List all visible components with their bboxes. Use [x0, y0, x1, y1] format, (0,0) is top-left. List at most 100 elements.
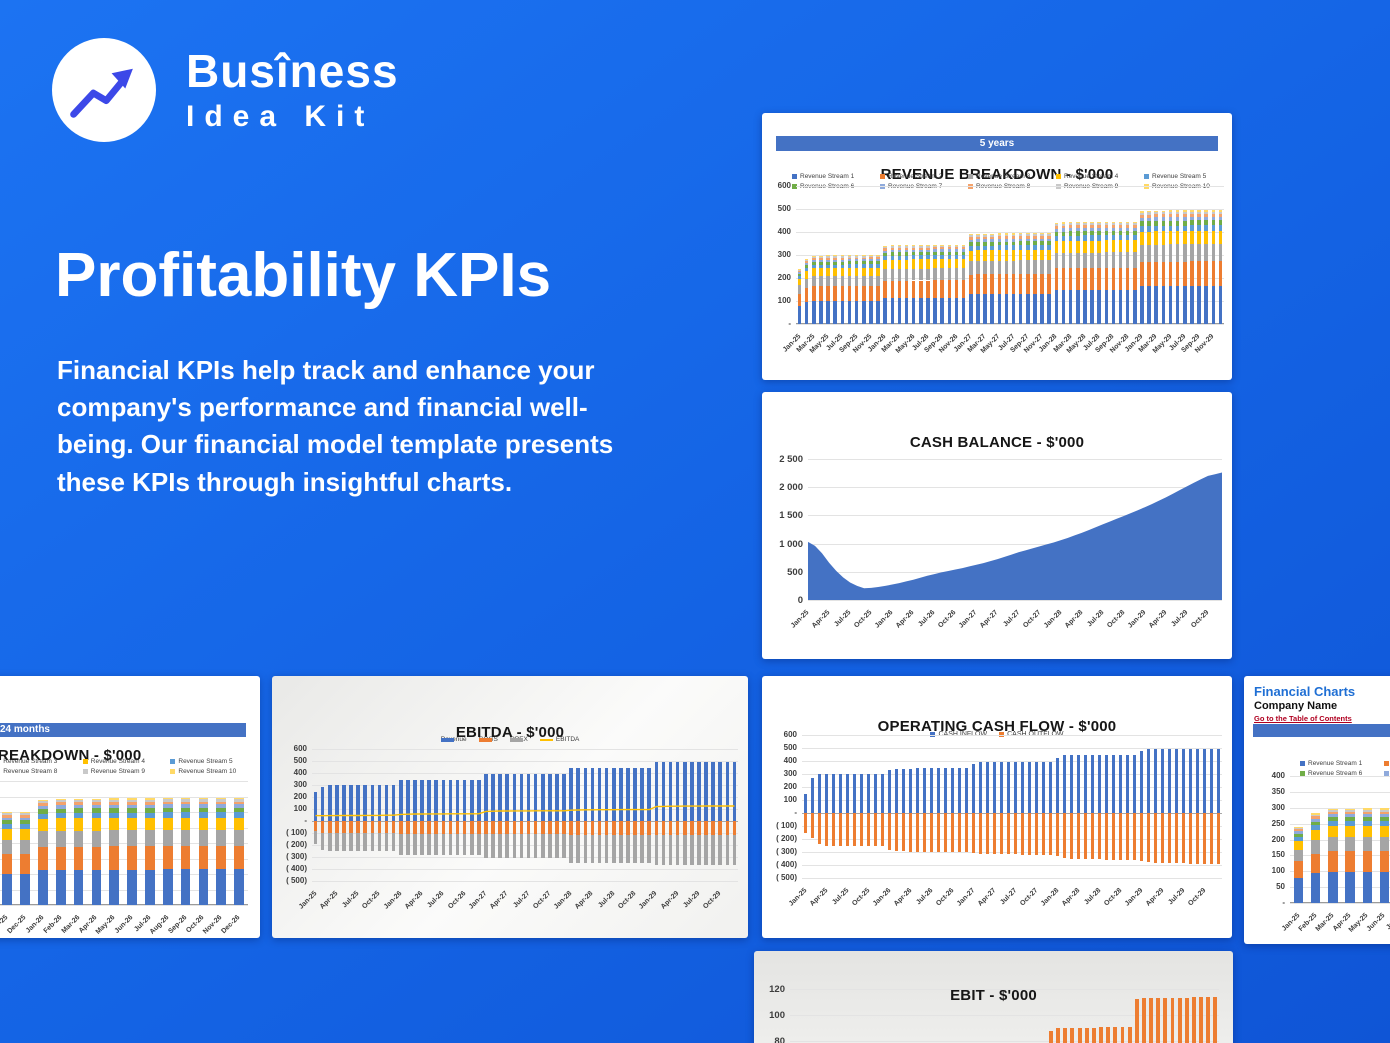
plot-area: 120 100 80: [769, 984, 1219, 1043]
stacked-bar-segment: [833, 276, 837, 287]
stacked-bar-segment: [1090, 221, 1094, 224]
stacked-bar-segment: [826, 268, 830, 277]
stacked-bar-segment: [919, 280, 923, 298]
financial-charts-card: Financial Charts Company Name Go to the …: [1244, 676, 1390, 944]
series-bar: [548, 821, 552, 835]
plot-area: 2 500 2 000 1 500 1 000 500 0 Jan-25 Apr-25 Jul-…: [779, 454, 1222, 630]
series-bar: [477, 821, 481, 834]
stacked-bar-segment: [833, 268, 837, 277]
stacked-bar-segment: [911, 297, 916, 324]
stacked-bar-segment: [983, 260, 987, 275]
stacked-bar-segment: [833, 264, 837, 268]
gridline: [312, 845, 738, 846]
stacked-bar-segment: [1311, 814, 1321, 817]
stacked-bar-segment: [997, 238, 1002, 242]
x-axis-line: [796, 323, 1224, 324]
stacked-bar-segment: [1040, 236, 1044, 239]
stacked-bar-segment: [904, 249, 909, 253]
stacked-bar-segment: [911, 255, 916, 260]
stacked-bar-segment: [876, 301, 880, 324]
legend-item: Revenue Stream 6: [1294, 770, 1378, 777]
gridline: [802, 774, 1222, 775]
stacked-bar-segment: [1033, 274, 1037, 294]
legend-marker: [82, 759, 88, 764]
stacked-bar-segment: [180, 807, 191, 813]
stacked-bar-segment: [55, 800, 66, 803]
series-bar: [597, 767, 602, 821]
stacked-bar-segment: [1182, 261, 1187, 287]
stacked-bar-segment: [1018, 245, 1023, 250]
stacked-bar-segment: [1362, 809, 1372, 812]
stacked-bar-segment: [1040, 238, 1044, 242]
stacked-bar-segment: [990, 250, 994, 261]
stacked-bar-segment: [854, 286, 859, 302]
y-axis-label: 0: [797, 595, 803, 606]
stacked-bar-segment: [1047, 274, 1051, 294]
legend-label: EBITDA: [555, 736, 580, 743]
stacked-bar-segment: [1175, 214, 1180, 218]
y-axis-label: 2 000: [779, 482, 803, 494]
stacked-bar-segment: [1111, 267, 1116, 290]
gridline: [1290, 807, 1390, 809]
gridline: [802, 813, 1222, 814]
legend-marker: [1300, 771, 1305, 776]
series-bar: [697, 835, 701, 866]
stacked-bar-segment: [1133, 240, 1137, 253]
stacked-bar-segment: [961, 268, 966, 281]
stacked-bar-segment: [1147, 214, 1151, 218]
stacked-bar-segment: [1328, 809, 1338, 812]
stacked-bar-segment: [983, 293, 987, 324]
table-of-contents-link[interactable]: Go to the Table of Contents: [1254, 714, 1352, 723]
period-banner: [1253, 724, 1390, 737]
series-bar: [335, 833, 339, 852]
stacked-bar-segment: [1168, 217, 1173, 221]
stacked-bar-segment: [1004, 233, 1009, 235]
stacked-bar-segment: [73, 818, 84, 831]
stacked-bar-segment: [1075, 252, 1080, 268]
chart-title: CASH BALANCE - $'000: [909, 434, 1085, 452]
series-bar: [1174, 748, 1179, 813]
stacked-bar-segment: [1328, 817, 1338, 822]
stacked-bar-segment: [954, 251, 959, 256]
stacked-bar-segment: [127, 812, 137, 818]
stacked-bar-segment: [1011, 234, 1016, 237]
stacked-bar-segment: [954, 297, 959, 324]
series-bar: [611, 767, 616, 821]
stacked-bar-segment: [826, 259, 830, 262]
stacked-bar-segment: [127, 801, 137, 805]
stacked-bar-segment: [145, 846, 155, 870]
gridline: [1290, 823, 1390, 825]
stacked-bar-segment: [1197, 210, 1201, 212]
stacked-bar-segment: [145, 799, 155, 802]
stacked-bar-segment: [1075, 267, 1080, 291]
stacked-bar-segment: [1161, 231, 1166, 245]
y-axis-label: -: [304, 816, 307, 825]
stacked-bar-segment: [1197, 217, 1201, 221]
y-axis-label: 50: [1276, 882, 1285, 892]
stacked-bar-segment: [1054, 268, 1059, 291]
stacked-bar-segment: [1026, 234, 1030, 237]
stacked-bar-segment: [1140, 215, 1144, 219]
stacked-bar-segment: [1133, 289, 1137, 324]
series-bar: [1192, 996, 1196, 1043]
series-bar: [943, 813, 948, 853]
series-bar: [668, 821, 673, 836]
stacked-bar-segment: [1097, 225, 1101, 229]
stacked-bar-segment: [919, 249, 923, 252]
stacked-bar-segment: [876, 267, 880, 276]
stacked-bar-segment: [869, 264, 873, 268]
stacked-bar-segment: [1026, 293, 1030, 324]
stacked-bar-segment: [883, 245, 887, 247]
stacked-bar-segment: [1218, 213, 1223, 217]
stacked-bar-segment: [968, 239, 973, 243]
gridline: [1290, 887, 1390, 889]
series-bar: [1202, 748, 1207, 813]
stacked-bar-segment: [162, 798, 173, 800]
stacked-bar-segment: [1125, 252, 1130, 268]
stacked-bar-segment: [1018, 241, 1023, 246]
stacked-bar-segment: [1197, 225, 1201, 231]
series-bar: [647, 767, 652, 821]
stacked-bar-segment: [926, 252, 930, 256]
stacked-bar-segment: [854, 275, 859, 287]
stacked-bar-segment: [1197, 220, 1201, 226]
